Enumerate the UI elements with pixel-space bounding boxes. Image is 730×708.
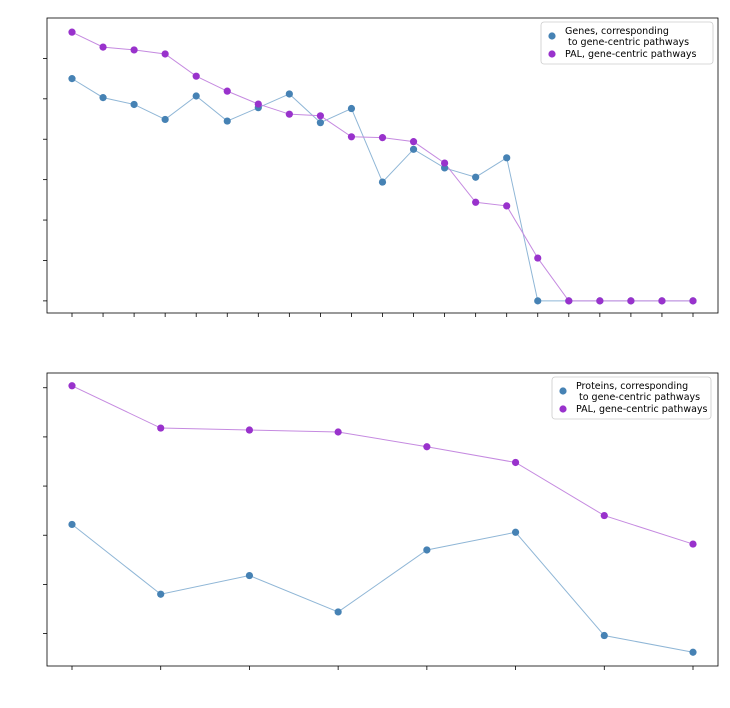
legend-marker-genes (548, 32, 556, 40)
data-point-genes (192, 92, 200, 100)
data-point-pal (600, 511, 608, 520)
data-point-pal (285, 110, 293, 118)
data-point-genes (334, 608, 342, 616)
data-point-genes (472, 173, 480, 181)
series-line-pal (71, 385, 694, 545)
data-point-genes (285, 90, 293, 98)
panel-b: Proteins, corresponding to gene-centric p… (43, 372, 719, 670)
data-point-genes (378, 178, 387, 186)
data-point-pal (316, 112, 324, 120)
data-point-genes (161, 115, 169, 124)
legend-box (551, 376, 712, 420)
legend-marker-pal (559, 405, 567, 413)
data-point-pal (99, 43, 107, 51)
data-point-pal (378, 134, 387, 142)
data-point-pal (503, 202, 511, 210)
data-point-pal (511, 458, 520, 467)
data-point-pal (689, 297, 697, 305)
data-point-genes (68, 520, 76, 529)
series-line-genes (71, 78, 693, 302)
data-point-pal (423, 443, 431, 451)
legend-label-pal: PAL, gene-centric pathways (576, 404, 708, 415)
panel-b-plot-frame (46, 372, 719, 667)
data-point-pal (534, 254, 542, 262)
data-point-genes (423, 546, 431, 554)
data-point-pal (472, 198, 480, 206)
legend-label-pal: PAL, gene-centric pathways (565, 49, 697, 60)
data-point-pal (68, 28, 76, 36)
data-point-pal (254, 100, 262, 108)
data-point-genes (245, 571, 254, 580)
data-point-pal (658, 297, 666, 305)
data-point-pal (130, 46, 138, 54)
data-point-pal (409, 138, 418, 146)
data-point-genes (68, 75, 76, 83)
data-point-genes (99, 94, 107, 102)
data-point-genes (316, 119, 324, 127)
series-line-pal (71, 31, 693, 302)
data-point-genes (511, 528, 520, 536)
data-point-genes (503, 154, 511, 162)
data-point-pal (441, 159, 449, 167)
data-point-pal (157, 424, 165, 432)
data-point-pal (334, 428, 342, 436)
data-point-genes (600, 631, 608, 640)
data-point-pal (627, 297, 635, 305)
data-point-pal (596, 297, 604, 305)
data-point-pal (689, 540, 697, 548)
legend-marker-genes (559, 387, 567, 395)
data-point-pal (192, 72, 200, 80)
legend-label-genes: Genes, corresponding to gene-centric path… (565, 26, 689, 48)
legend-label-genes: Proteins, corresponding to gene-centric p… (576, 381, 700, 403)
data-point-pal (347, 133, 356, 141)
data-point-genes (689, 648, 697, 656)
series-line-genes (71, 524, 694, 653)
data-point-genes (534, 297, 542, 305)
data-point-pal (161, 50, 169, 58)
data-point-genes (409, 145, 418, 153)
data-point-genes (130, 100, 138, 109)
legend-box (540, 21, 714, 65)
panel-a: Genes, corresponding to gene-centric path… (43, 17, 719, 317)
data-point-genes (157, 590, 165, 598)
data-point-genes (223, 117, 231, 125)
data-point-pal (223, 87, 231, 95)
data-point-pal (245, 426, 254, 434)
data-point-pal (68, 382, 76, 390)
data-point-genes (347, 104, 356, 113)
legend-marker-pal (548, 50, 556, 58)
data-point-pal (565, 297, 573, 305)
